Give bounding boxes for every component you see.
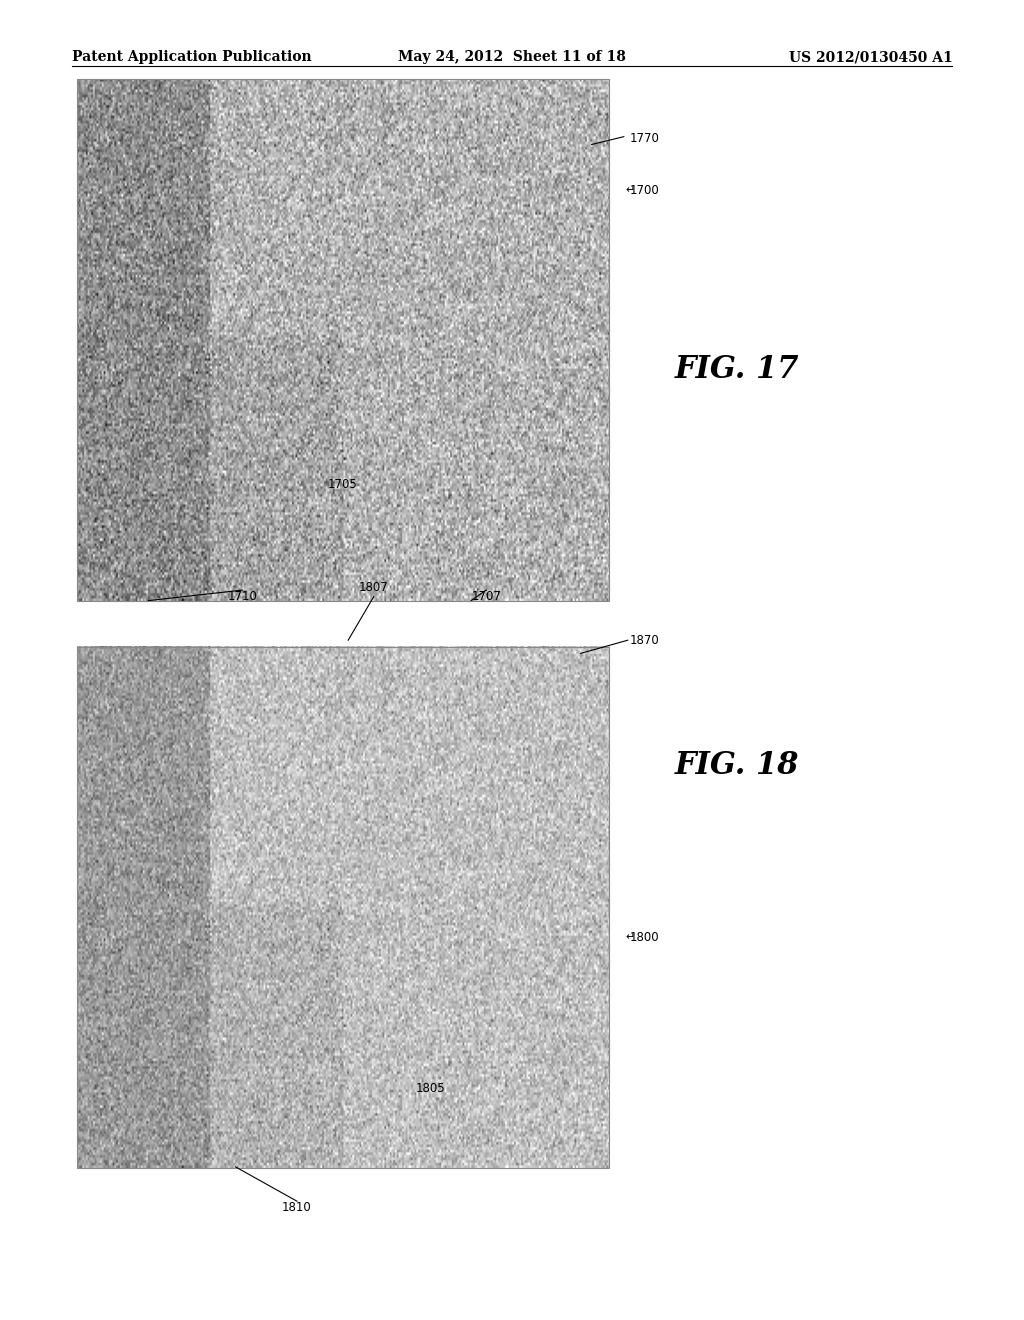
Text: Patent Application Publication: Patent Application Publication (72, 50, 311, 65)
Text: May 24, 2012  Sheet 11 of 18: May 24, 2012 Sheet 11 of 18 (398, 50, 626, 65)
Text: 1705: 1705 (328, 478, 358, 491)
Text: FIG. 18: FIG. 18 (675, 750, 800, 781)
Text: 1807: 1807 (358, 581, 389, 594)
Text: 1870: 1870 (630, 634, 659, 647)
Text: 1810: 1810 (282, 1201, 312, 1214)
Text: 1805: 1805 (416, 1082, 444, 1096)
Text: US 2012/0130450 A1: US 2012/0130450 A1 (788, 50, 952, 65)
Bar (77, 647, 609, 1168)
Text: ↵: ↵ (626, 185, 635, 195)
Text: 1800: 1800 (630, 931, 659, 944)
Text: 1700: 1700 (630, 183, 659, 197)
Text: ↵: ↵ (626, 932, 635, 942)
Bar (77, 79, 609, 601)
Text: 1710: 1710 (227, 590, 258, 603)
Text: 1770: 1770 (630, 132, 659, 145)
Text: FIG. 17: FIG. 17 (675, 354, 800, 385)
Text: 1707: 1707 (471, 590, 502, 603)
